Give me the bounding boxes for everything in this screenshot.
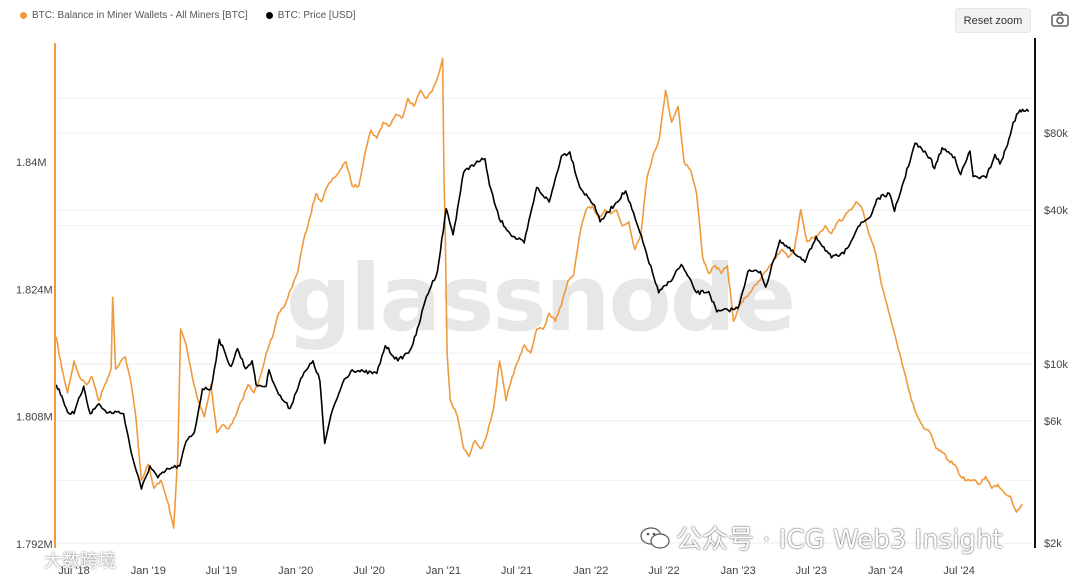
y-right-tick-label: $40k	[1044, 205, 1068, 217]
y-left-tick-label: 1.808M	[16, 412, 53, 424]
y-left-tick-label: 1.84M	[16, 157, 47, 169]
bottom-watermark-label: 大数跨境	[44, 551, 116, 572]
x-tick-label: Jan '23	[721, 565, 756, 577]
grid-lines	[55, 97, 1033, 544]
y-right-tick-label: $2k	[1044, 538, 1062, 550]
legend-item-miner-balance[interactable]: BTC: Balance in Miner Wallets - All Mine…	[20, 10, 248, 21]
wechat-watermark-label: 公众号 · ICG Web3 Insight	[676, 525, 1003, 555]
series-layer	[55, 57, 1030, 529]
series-line-miner-balance	[55, 57, 1024, 529]
y-right-tick-label: $80k	[1044, 128, 1068, 140]
wechat-watermark: 公众号 · ICG Web3 Insight	[640, 519, 1003, 556]
x-tick-label: Jul '19	[206, 565, 237, 577]
bottom-watermark: 大数跨境	[20, 547, 116, 573]
legend-dot-price	[265, 12, 273, 19]
reset-zoom-button[interactable]: Reset zoom	[955, 8, 1031, 33]
legend-item-price[interactable]: BTC: Price [USD]	[265, 10, 356, 21]
x-tick-label: Jul '21	[501, 565, 532, 577]
camera-icon[interactable]	[1050, 10, 1070, 28]
glassnode-watermark: glassnode	[286, 245, 794, 352]
x-tick-label: Jan '24	[868, 565, 903, 577]
y-right-tick-label: $6k	[1044, 416, 1062, 428]
series-line-price	[55, 108, 1030, 490]
y-left-tick-label: 1.792M	[16, 539, 53, 551]
camera-icon-svg	[1051, 11, 1069, 27]
x-tick-label: Jul '23	[796, 565, 827, 577]
x-tick-label: Jan '19	[131, 565, 166, 577]
x-tick-label: Jan '20	[278, 565, 313, 577]
legend-dot-miner-balance	[20, 12, 27, 19]
legend-label-miner-balance: BTC: Balance in Miner Wallets - All Mine…	[32, 10, 248, 21]
x-tick-label: Jul '18	[58, 565, 89, 577]
chart-legend: BTC: Balance in Miner Wallets - All Mine…	[20, 10, 356, 21]
legend-label-price: BTC: Price [USD]	[277, 10, 356, 21]
x-tick-label: Jul '22	[648, 565, 679, 577]
wechat-icon	[640, 526, 670, 549]
y-left-tick-label: 1.824M	[16, 284, 53, 296]
bottom-logo-icon	[21, 551, 39, 569]
x-tick-label: Jan '21	[426, 565, 461, 577]
x-tick-label: Jul '20	[353, 565, 384, 577]
x-tick-label: Jul '24	[943, 565, 974, 577]
y-right-tick-label: $10k	[1044, 359, 1068, 371]
x-tick-label: Jan '22	[573, 565, 608, 577]
axes: 1.792M 1.808M 1.824M 1.84M $2k $6k $10k $40k $80…	[16, 38, 1068, 577]
